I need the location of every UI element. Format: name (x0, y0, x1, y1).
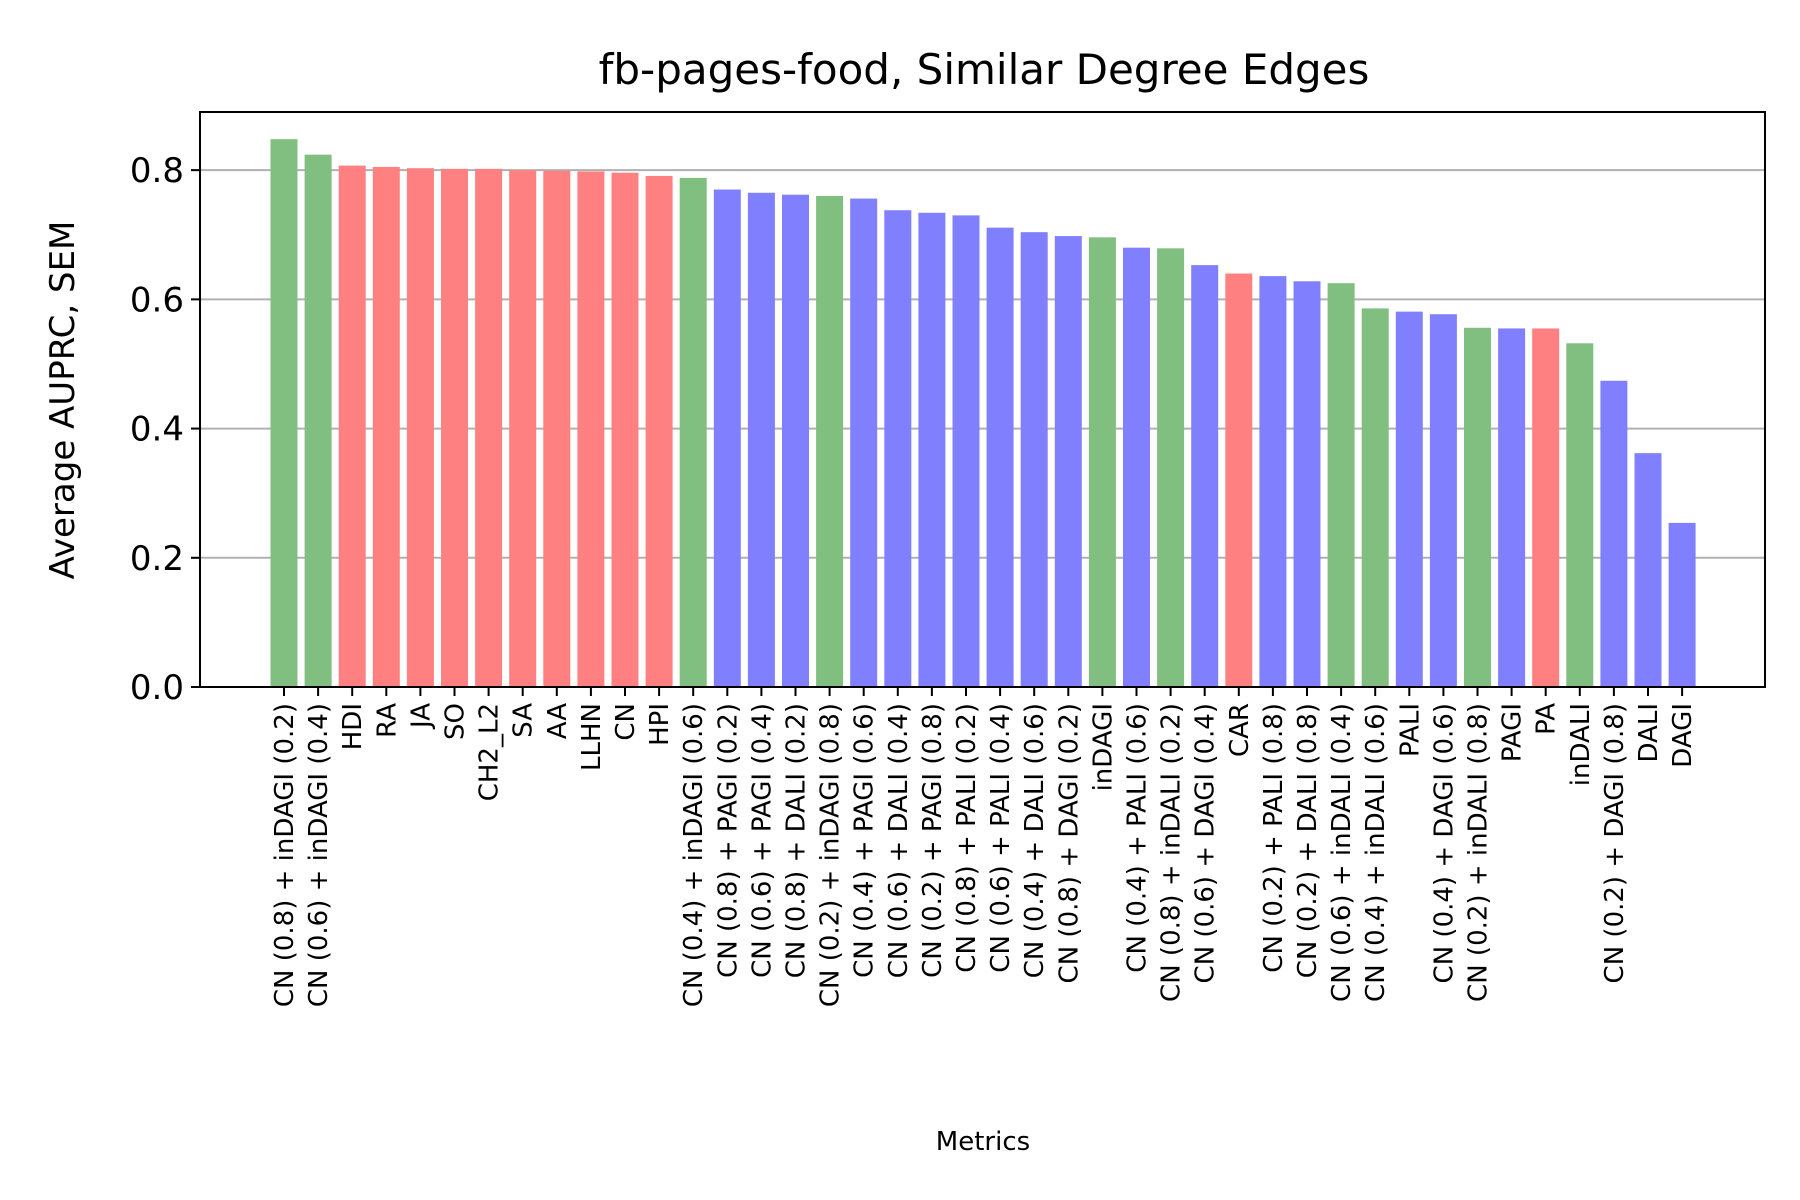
x-tick-label: inDAGI (1088, 703, 1118, 791)
bar (1600, 380, 1628, 687)
bar (1634, 453, 1662, 687)
bar (1191, 265, 1219, 687)
bar (270, 139, 298, 687)
bar (713, 189, 741, 688)
x-tick-label: CAR (1225, 703, 1255, 757)
bar (304, 154, 332, 687)
bar (782, 194, 809, 687)
x-tick-label: HPI (645, 703, 675, 746)
bar (1327, 283, 1355, 687)
bar (1020, 232, 1048, 688)
bar (986, 227, 1014, 688)
bar (850, 198, 878, 687)
x-tick-label: CN (0.6) + inDAGI (0.4) (304, 703, 334, 1007)
y-tick-label: 0.4 (130, 410, 184, 450)
x-tick-label: RA (372, 703, 402, 738)
bar (918, 212, 946, 688)
x-tick-label: CN (0.6) + DALI (0.4) (884, 703, 914, 978)
x-tick-label: PA (1532, 703, 1562, 735)
bar (1361, 308, 1389, 687)
x-tick-label: CN (0.8) + DALI (0.2) (782, 703, 812, 978)
bar (747, 192, 775, 687)
x-tick-label: DAGI (1668, 703, 1698, 768)
x-tick-label: CN (0.4) + DALI (0.6) (1020, 703, 1050, 978)
bar (816, 195, 844, 687)
bar (1532, 328, 1560, 687)
x-tick-label: JA (406, 703, 436, 730)
bar (884, 210, 912, 687)
x-tick-label: CN (0.2) + DALI (0.8) (1293, 703, 1323, 978)
bar (611, 172, 639, 687)
x-tick-label: CN (0.4) + DAGI (0.6) (1429, 703, 1459, 983)
x-tick-label: SO (441, 703, 471, 740)
x-tick-label: DALI (1634, 703, 1664, 763)
x-tick-label: inDALI (1566, 703, 1596, 786)
bar (1668, 522, 1696, 687)
x-tick-label: CN (0.4) + PALI (0.6) (1123, 703, 1153, 973)
x-axis-label: Metrics (936, 1127, 1030, 1157)
y-tick-label: 0.2 (130, 539, 184, 579)
bar (1123, 247, 1150, 687)
x-tick-label: CN (0.6) + PALI (0.4) (986, 703, 1016, 973)
bar (406, 168, 434, 687)
bar (441, 168, 468, 687)
x-tick-label: CN (0.8) + PAGI (0.2) (713, 703, 743, 978)
bar (1429, 314, 1457, 687)
x-tick-label: PALI (1395, 703, 1425, 757)
bar (1157, 248, 1185, 687)
x-tick-label: CN (0.8) + PALI (0.2) (952, 703, 982, 973)
x-tick-label: HDI (338, 703, 368, 750)
bar (1293, 281, 1321, 687)
y-axis: 0.0 0.2 0.4 0.6 0.8 (130, 151, 200, 708)
y-tick-label: 0.0 (130, 668, 184, 708)
bar (952, 215, 980, 687)
x-tick-label: CN (611, 703, 641, 741)
bar (543, 170, 571, 688)
bar (645, 175, 673, 687)
x-axis: CN (0.8) + inDAGI (0.2) CN (0.6) + inDAGI… (270, 687, 1698, 1007)
x-tick-label: CN (0.2) + inDALI (0.8) (1464, 703, 1494, 1002)
x-tick-label: CN (0.2) + DAGI (0.8) (1600, 703, 1630, 983)
y-axis-label: Average AUPRC, SEM (43, 221, 83, 580)
bar (372, 166, 400, 688)
x-tick-label: CN (0.6) + PAGI (0.4) (747, 703, 777, 978)
bar (1088, 237, 1116, 687)
bar (1395, 311, 1423, 687)
x-tick-label: CN (0.6) + inDALI (0.4) (1327, 703, 1357, 1002)
x-tick-label: PAGI (1498, 703, 1528, 762)
x-tick-label: CN (0.8) + inDALI (0.2) (1157, 703, 1187, 1002)
y-tick-label: 0.6 (130, 280, 184, 320)
bar (577, 171, 605, 687)
bar (509, 170, 537, 688)
x-tick-label: CN (0.2) + PALI (0.8) (1259, 703, 1289, 973)
bars (270, 139, 1696, 688)
x-tick-label: CN (0.4) + inDALI (0.6) (1361, 703, 1391, 1002)
x-tick-label: CH2_L2 (475, 703, 505, 801)
bar (1464, 327, 1491, 687)
bar (338, 165, 366, 687)
bar (1259, 276, 1287, 687)
x-tick-label: CN (0.8) + inDAGI (0.2) (270, 703, 300, 1007)
bar (1225, 273, 1253, 687)
bar (475, 168, 503, 687)
bar (679, 177, 707, 688)
y-tick-label: 0.8 (130, 151, 184, 191)
x-tick-label: CN (0.2) + inDAGI (0.8) (816, 703, 846, 1007)
x-tick-label: CN (0.6) + DAGI (0.4) (1191, 703, 1221, 983)
bar (1498, 328, 1526, 687)
x-tick-label: CN (0.4) + inDAGI (0.6) (679, 703, 709, 1007)
bar (1054, 236, 1082, 688)
bar (1566, 343, 1594, 687)
x-tick-label: CN (0.8) + DAGI (0.2) (1054, 703, 1084, 983)
plot-frame (199, 111, 1766, 688)
chart-title: fb-pages-food, Similar Degree Edges (599, 45, 1370, 94)
x-tick-label: LLHN (577, 703, 607, 771)
x-tick-label: CN (0.4) + PAGI (0.6) (850, 703, 880, 978)
x-tick-label: CN (0.2) + PAGI (0.8) (918, 703, 948, 978)
x-tick-label: SA (509, 703, 539, 738)
x-tick-label: AA (543, 703, 573, 740)
